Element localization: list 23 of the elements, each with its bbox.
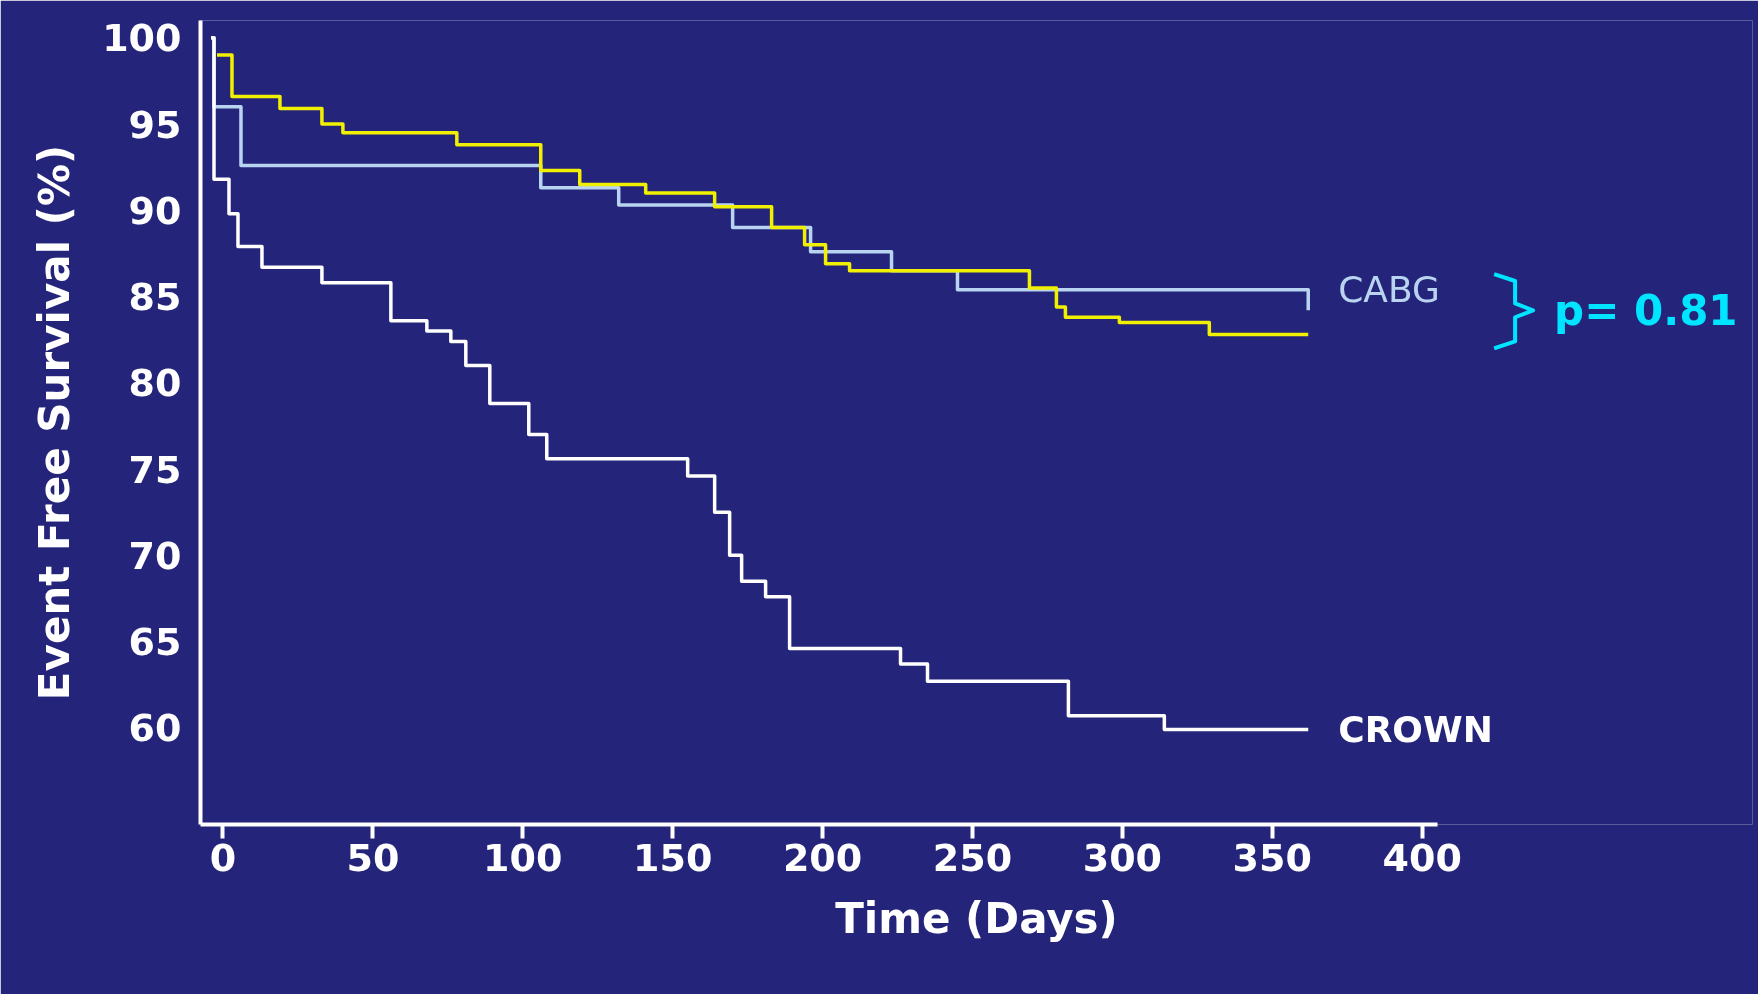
x-tick-label: 100 — [483, 835, 563, 880]
y-tick-label: 60 — [128, 706, 182, 751]
text: p= 0.81 — [1554, 285, 1738, 335]
y-tick-label: 85 — [128, 275, 182, 320]
x-tick-label: 400 — [1382, 835, 1462, 880]
y-tick-label: 75 — [128, 447, 182, 492]
x-tick-label: 300 — [1082, 835, 1163, 880]
y-tick-label: 70 — [128, 533, 182, 578]
series-label: CROWN — [1338, 709, 1493, 751]
x-tick-label: 0 — [209, 835, 237, 880]
x-axis-title: Time (Days) — [835, 893, 1118, 943]
series-label: CABG — [1338, 269, 1440, 311]
y-axis-title: Event Free Survival (%) — [30, 144, 80, 701]
x-tick-label: 200 — [782, 835, 863, 880]
x-tick-label: 150 — [633, 835, 713, 880]
y-tick-label: 90 — [128, 188, 182, 233]
y-tick-label: 65 — [128, 620, 182, 665]
y-tick-label: 80 — [128, 361, 182, 406]
x-tick-label: 50 — [346, 835, 400, 880]
y-tick-label: 95 — [128, 102, 182, 147]
x-tick-label: 350 — [1232, 835, 1312, 880]
x-tick-label: 250 — [932, 835, 1013, 880]
y-tick-label: 100 — [102, 16, 182, 61]
